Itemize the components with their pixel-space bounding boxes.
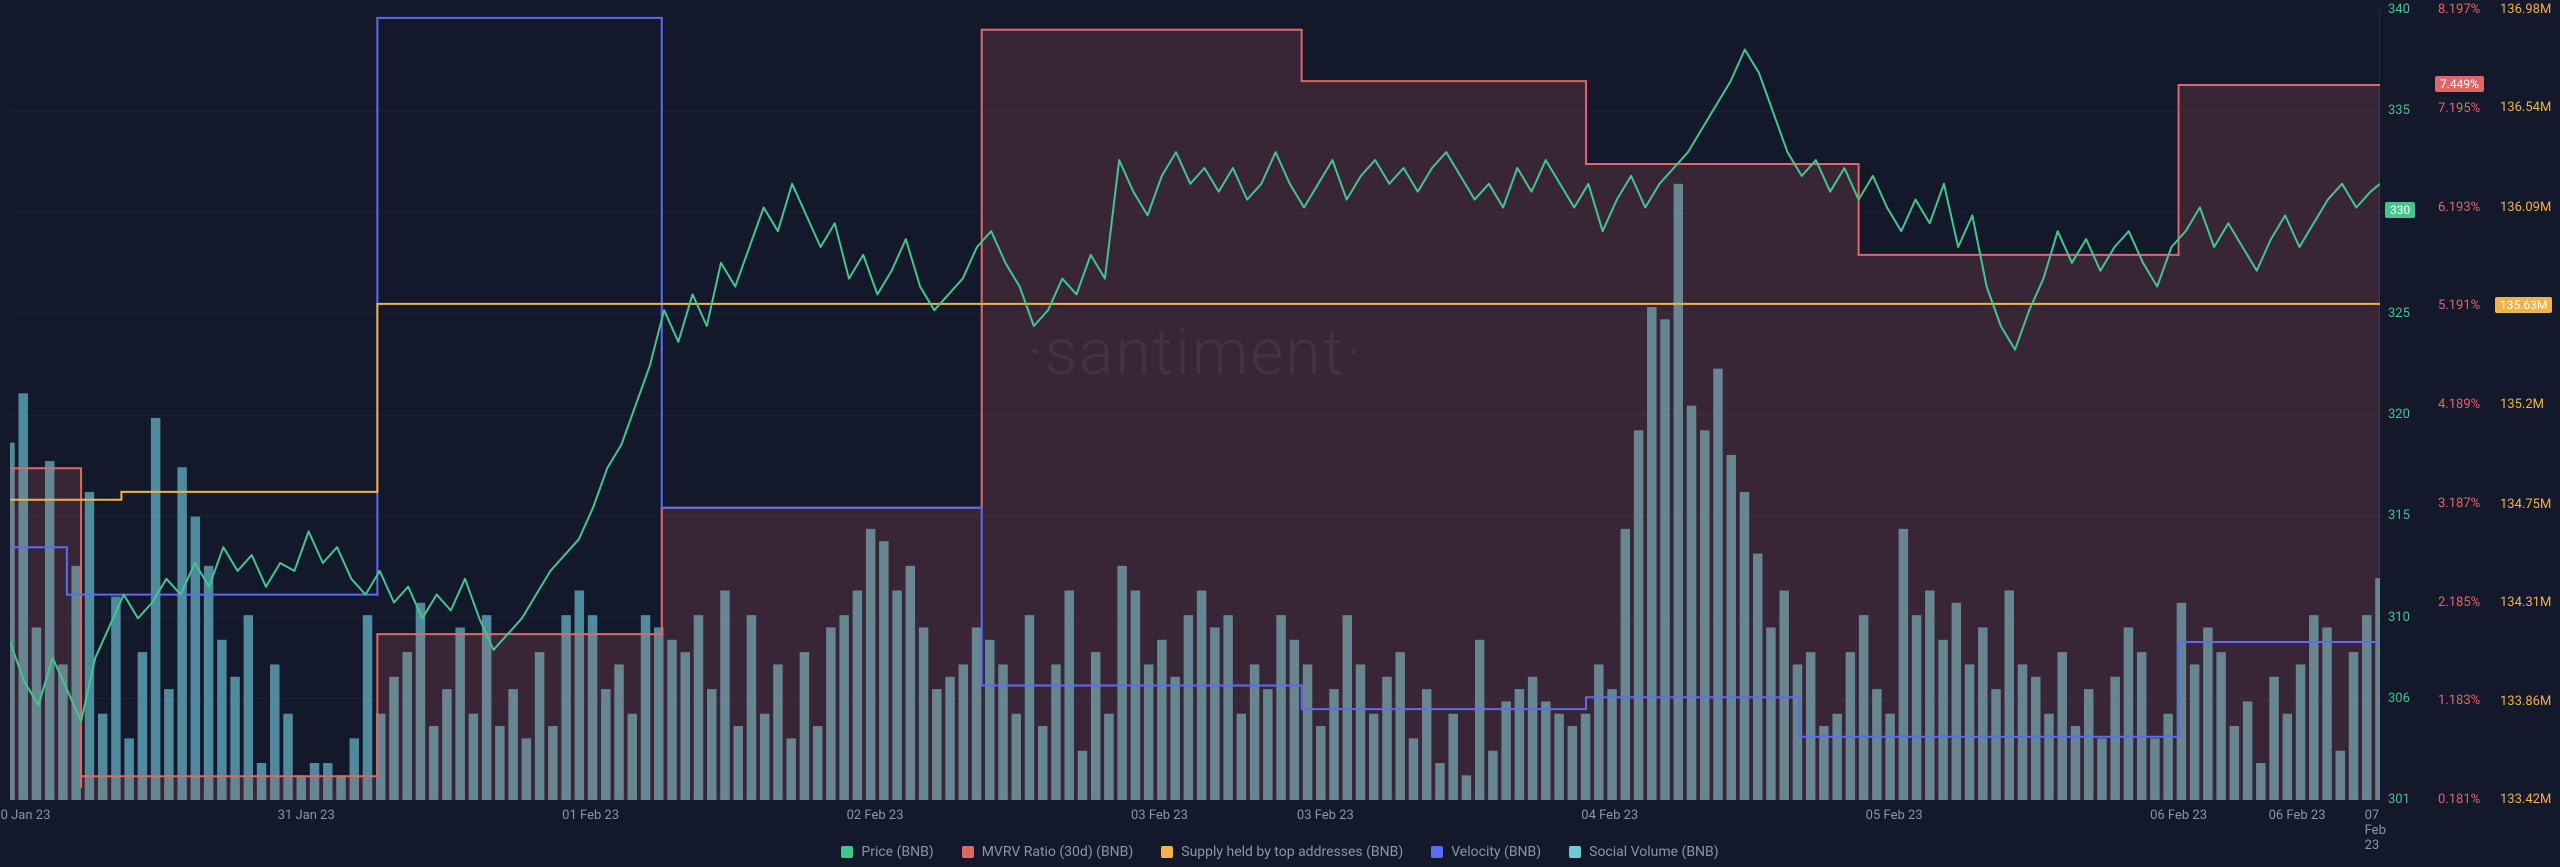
legend-item[interactable]: Social Volume (BNB) xyxy=(1569,844,1719,860)
legend-swatch xyxy=(962,846,974,858)
y-tick: 6.193% xyxy=(2438,200,2480,215)
axis-badge: 7.449% xyxy=(2435,76,2484,92)
legend-swatch xyxy=(1161,846,1173,858)
x-tick: 03 Feb 23 xyxy=(1297,808,1354,823)
y-tick: 7.195% xyxy=(2438,101,2480,116)
y-tick: 134.31M xyxy=(2500,595,2551,610)
legend-swatch xyxy=(1569,846,1581,858)
legend-label: MVRV Ratio (30d) (BNB) xyxy=(982,844,1134,860)
plot-svg xyxy=(10,10,2380,800)
y-tick: 136.54M xyxy=(2500,100,2551,115)
y-tick: 8.197% xyxy=(2438,2,2480,17)
x-axis: 30 Jan 2331 Jan 2301 Feb 2302 Feb 2303 F… xyxy=(10,808,2380,828)
y-tick: 335 xyxy=(2388,103,2410,118)
y-tick: 320 xyxy=(2388,407,2410,422)
y-tick: 136.09M xyxy=(2500,200,2551,215)
x-tick: 06 Feb 23 xyxy=(2150,808,2207,823)
y-tick: 133.86M xyxy=(2500,694,2551,709)
y-tick: 325 xyxy=(2388,306,2410,321)
y-tick: 136.98M xyxy=(2500,2,2551,17)
axis-badge: 135.63M xyxy=(2495,297,2552,313)
chart-container: ·santiment· 301306310315320325330335340 … xyxy=(0,0,2560,867)
x-tick: 30 Jan 23 xyxy=(0,808,50,823)
plot-area[interactable]: ·santiment· xyxy=(10,10,2380,800)
y-tick: 5.191% xyxy=(2438,298,2480,313)
y-tick: 4.189% xyxy=(2438,397,2480,412)
legend-label: Social Volume (BNB) xyxy=(1589,844,1719,860)
y-tick: 310 xyxy=(2388,610,2410,625)
legend-label: Price (BNB) xyxy=(861,844,933,860)
x-tick: 06 Feb 23 xyxy=(2269,808,2326,823)
axis-badge: 330 xyxy=(2385,202,2415,218)
x-tick: 31 Jan 23 xyxy=(278,808,335,823)
y-tick: 133.42M xyxy=(2500,792,2551,807)
y-tick: 301 xyxy=(2388,792,2410,807)
x-tick: 04 Feb 23 xyxy=(1581,808,1638,823)
y-tick: 1.183% xyxy=(2438,693,2480,708)
y-tick: 0.181% xyxy=(2438,792,2480,807)
legend-swatch xyxy=(1431,846,1443,858)
legend-item[interactable]: MVRV Ratio (30d) (BNB) xyxy=(962,844,1134,860)
y-tick: 3.187% xyxy=(2438,496,2480,511)
y-axis-mvrv: 0.181%1.183%2.185%3.187%4.189%5.191%6.19… xyxy=(2438,10,2493,800)
y-axis-supply: 133.42M133.86M134.31M134.75M135.2M135.63… xyxy=(2500,10,2560,800)
legend-item[interactable]: Price (BNB) xyxy=(841,844,933,860)
legend-item[interactable]: Supply held by top addresses (BNB) xyxy=(1161,844,1403,860)
legend-label: Velocity (BNB) xyxy=(1451,844,1541,860)
legend-swatch xyxy=(841,846,853,858)
x-tick: 01 Feb 23 xyxy=(562,808,619,823)
x-tick: 05 Feb 23 xyxy=(1866,808,1923,823)
x-tick: 03 Feb 23 xyxy=(1131,808,1188,823)
y-tick: 306 xyxy=(2388,691,2410,706)
y-tick: 135.2M xyxy=(2500,397,2544,412)
y-axis-price: 301306310315320325330335340 xyxy=(2388,10,2428,800)
legend-label: Supply held by top addresses (BNB) xyxy=(1181,844,1403,860)
legend: Price (BNB) MVRV Ratio (30d) (BNB) Supply … xyxy=(0,840,2560,864)
y-tick: 340 xyxy=(2388,2,2410,17)
y-tick: 134.75M xyxy=(2500,497,2551,512)
y-tick: 315 xyxy=(2388,508,2410,523)
x-tick: 02 Feb 23 xyxy=(847,808,904,823)
y-tick: 2.185% xyxy=(2438,595,2480,610)
legend-item[interactable]: Velocity (BNB) xyxy=(1431,844,1541,860)
